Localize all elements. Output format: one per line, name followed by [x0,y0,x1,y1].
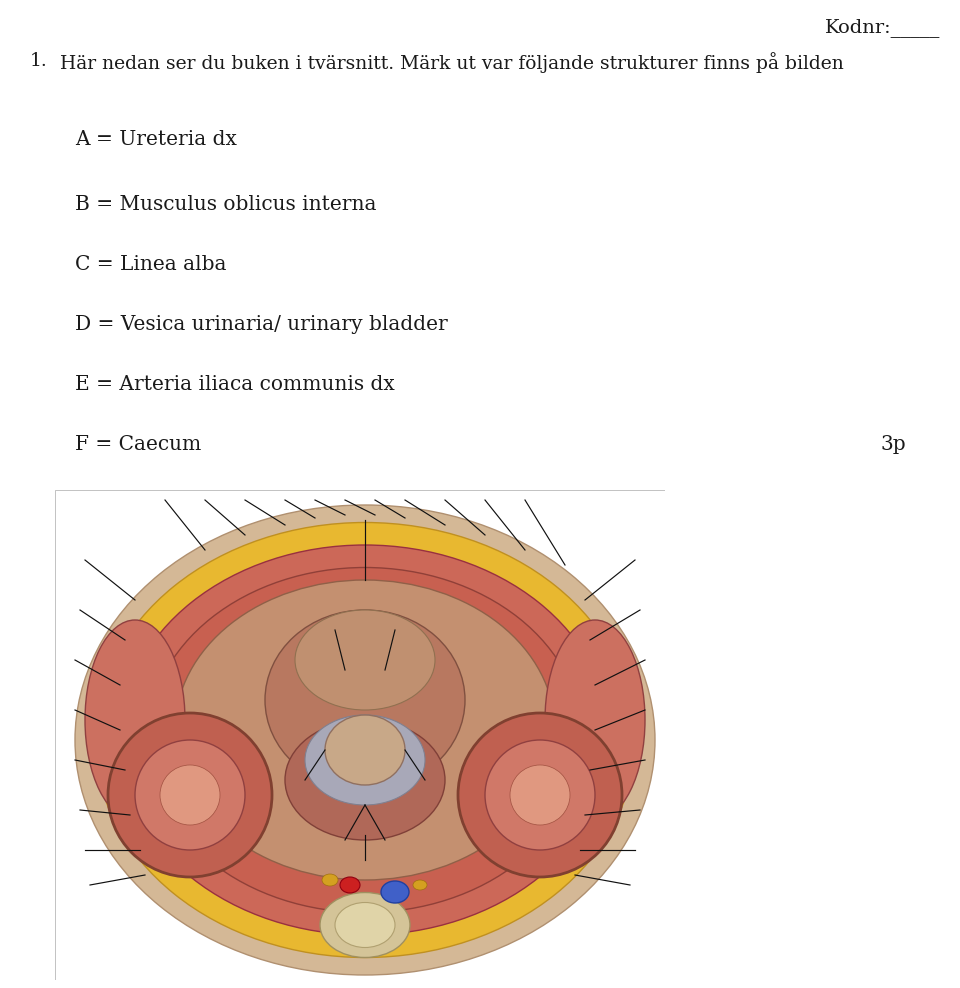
Text: E = Arteria iliaca communis dx: E = Arteria iliaca communis dx [75,375,395,394]
Ellipse shape [175,580,555,880]
Ellipse shape [120,545,610,935]
Ellipse shape [148,567,583,913]
Circle shape [108,713,272,877]
Ellipse shape [295,610,435,710]
Ellipse shape [320,892,410,957]
Text: Kodnr:_____: Kodnr:_____ [825,18,940,37]
Ellipse shape [381,881,409,903]
Ellipse shape [322,874,338,886]
Ellipse shape [335,902,395,947]
Text: A = Ureteria dx: A = Ureteria dx [75,130,237,149]
Text: F = Caecum: F = Caecum [75,435,202,454]
Ellipse shape [85,620,185,820]
Circle shape [458,713,622,877]
Text: B = Musculus oblicus interna: B = Musculus oblicus interna [75,195,376,214]
Ellipse shape [340,877,360,893]
Text: 3p: 3p [880,435,905,454]
Ellipse shape [265,610,465,790]
Ellipse shape [285,720,445,840]
Ellipse shape [95,523,635,957]
Ellipse shape [325,715,405,785]
Ellipse shape [545,620,645,820]
Text: Här nedan ser du buken i tvärsnitt. Märk ut var följande strukturer finns på bil: Här nedan ser du buken i tvärsnitt. Märk… [60,52,844,73]
Text: 1.: 1. [30,52,48,70]
Circle shape [135,740,245,850]
Text: C = Linea alba: C = Linea alba [75,255,227,274]
Circle shape [485,740,595,850]
Ellipse shape [305,715,425,805]
Circle shape [160,765,220,825]
Circle shape [510,765,570,825]
Ellipse shape [75,505,655,975]
Ellipse shape [413,880,427,890]
Text: D = Vesica urinaria/ urinary bladder: D = Vesica urinaria/ urinary bladder [75,315,447,334]
